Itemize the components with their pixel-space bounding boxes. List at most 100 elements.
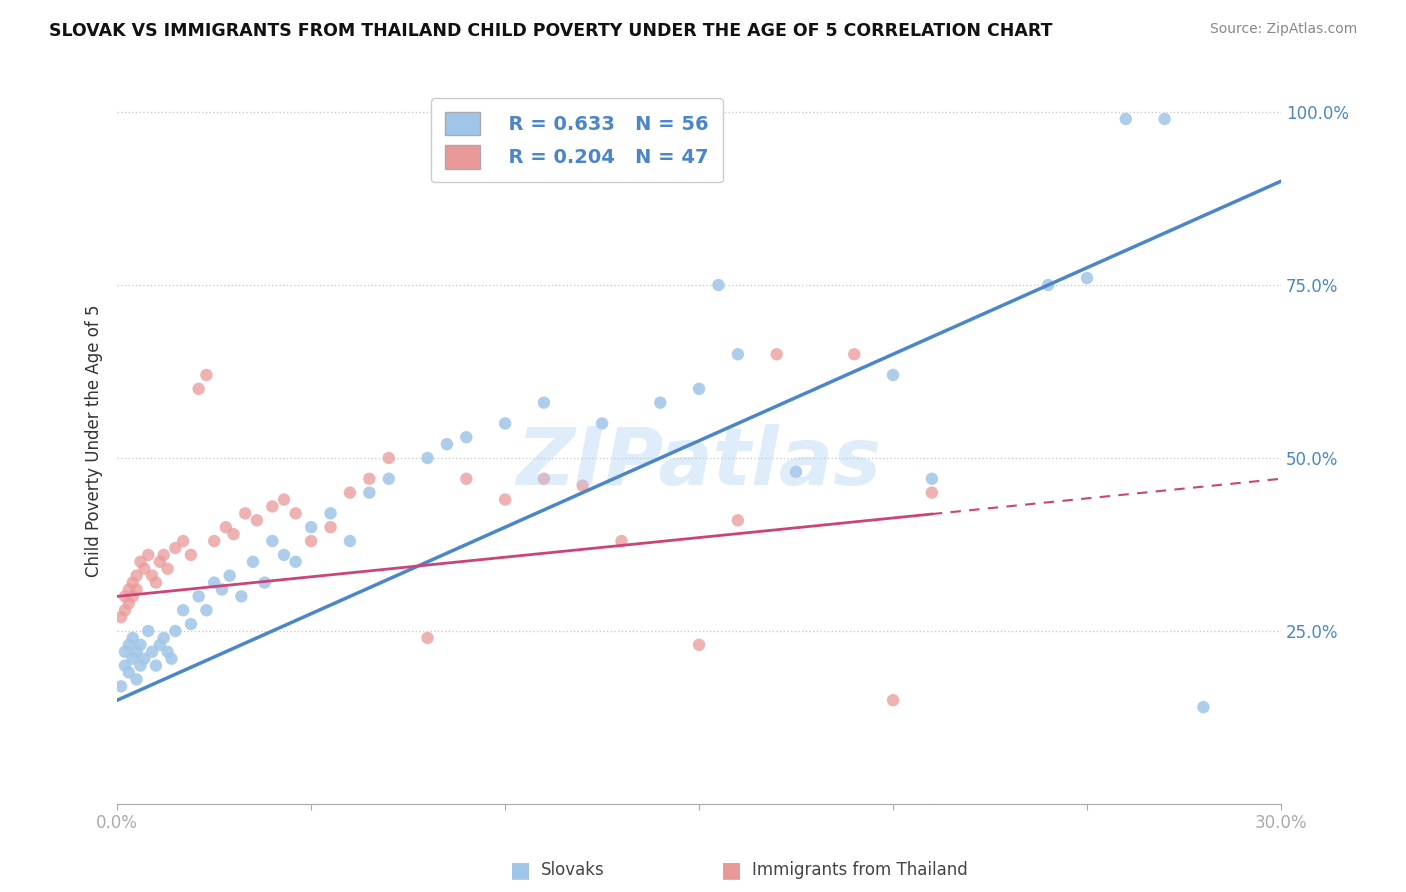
Text: ZIPatlas: ZIPatlas [516, 424, 882, 501]
Point [246, 513, 269, 527]
Point [211, 582, 233, 597]
Point [129, 658, 152, 673]
Point [152, 631, 174, 645]
Legend:   R = 0.633   N = 56,   R = 0.204   N = 47: R = 0.633 N = 56, R = 0.204 N = 47 [432, 98, 723, 183]
Point [114, 645, 136, 659]
Point [262, 534, 284, 549]
Point [727, 347, 749, 361]
Point [136, 624, 159, 638]
Point [218, 568, 240, 582]
Point [262, 500, 284, 514]
Text: ■: ■ [721, 860, 741, 880]
Point [688, 638, 710, 652]
Point [650, 395, 672, 409]
Point [118, 582, 141, 597]
Point [273, 492, 295, 507]
Point [195, 368, 218, 382]
Point [1192, 700, 1215, 714]
Point [129, 555, 152, 569]
Point [456, 472, 478, 486]
Text: Source: ZipAtlas.com: Source: ZipAtlas.com [1209, 22, 1357, 37]
Point [253, 575, 276, 590]
Point [688, 382, 710, 396]
Point [134, 651, 156, 665]
Point [727, 513, 749, 527]
Point [377, 450, 399, 465]
Point [136, 548, 159, 562]
Point [231, 590, 253, 604]
Point [172, 534, 194, 549]
Y-axis label: Child Poverty Under the Age of 5: Child Poverty Under the Age of 5 [86, 304, 103, 577]
Point [494, 417, 516, 431]
Point [160, 651, 183, 665]
Point [145, 575, 167, 590]
Point [114, 658, 136, 673]
Point [921, 472, 943, 486]
Point [141, 645, 163, 659]
Point [591, 417, 613, 431]
Point [416, 631, 439, 645]
Point [339, 485, 361, 500]
Point [765, 347, 787, 361]
Point [284, 555, 307, 569]
Point [180, 548, 202, 562]
Point [921, 485, 943, 500]
Point [882, 693, 904, 707]
Point [118, 638, 141, 652]
Point [222, 527, 245, 541]
Point [134, 562, 156, 576]
Point [844, 347, 866, 361]
Point [610, 534, 633, 549]
Point [125, 645, 148, 659]
Point [319, 520, 342, 534]
Point [165, 541, 187, 555]
Point [141, 568, 163, 582]
Point [299, 520, 322, 534]
Point [121, 575, 143, 590]
Point [172, 603, 194, 617]
Point [359, 485, 381, 500]
Point [319, 507, 342, 521]
Point [1115, 112, 1137, 126]
Point [533, 472, 555, 486]
Point [1076, 271, 1098, 285]
Point [785, 465, 807, 479]
Point [121, 631, 143, 645]
Point [187, 590, 209, 604]
Point [187, 382, 209, 396]
Point [1153, 112, 1175, 126]
Point [339, 534, 361, 549]
Text: SLOVAK VS IMMIGRANTS FROM THAILAND CHILD POVERTY UNDER THE AGE OF 5 CORRELATION : SLOVAK VS IMMIGRANTS FROM THAILAND CHILD… [49, 22, 1053, 40]
Point [215, 520, 238, 534]
Point [125, 582, 148, 597]
Point [359, 472, 381, 486]
Point [494, 492, 516, 507]
Point [195, 603, 218, 617]
Text: Immigrants from Thailand: Immigrants from Thailand [752, 861, 967, 879]
Point [571, 478, 593, 492]
Point [129, 638, 152, 652]
Point [121, 590, 143, 604]
Point [299, 534, 322, 549]
Point [118, 665, 141, 680]
Point [165, 624, 187, 638]
Point [118, 596, 141, 610]
Point [436, 437, 458, 451]
Point [149, 555, 172, 569]
Point [273, 548, 295, 562]
Point [1038, 278, 1060, 293]
Point [114, 590, 136, 604]
Point [202, 534, 225, 549]
Text: ■: ■ [510, 860, 530, 880]
Point [456, 430, 478, 444]
Point [149, 638, 172, 652]
Point [121, 651, 143, 665]
Point [180, 617, 202, 632]
Point [707, 278, 730, 293]
Point [284, 507, 307, 521]
Point [110, 679, 132, 693]
Point [152, 548, 174, 562]
Point [145, 658, 167, 673]
Point [156, 562, 179, 576]
Point [882, 368, 904, 382]
